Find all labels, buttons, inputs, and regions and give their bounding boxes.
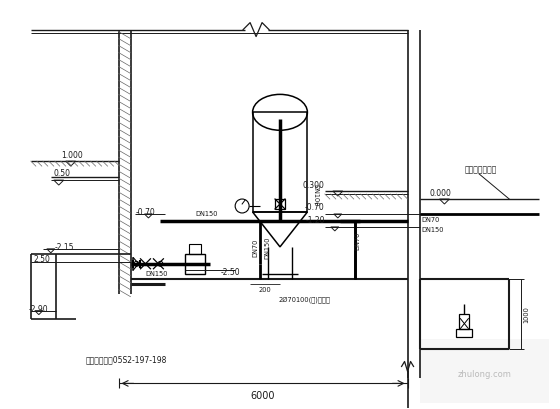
Text: -0.70: -0.70 [136, 208, 156, 217]
Text: 0.300: 0.300 [303, 180, 325, 189]
Text: DN100: DN100 [312, 183, 319, 206]
Text: 2Ø70100(层)刷矩管: 2Ø70100(层)刷矩管 [279, 296, 331, 302]
Text: DN70: DN70 [422, 216, 440, 222]
Bar [189, 244, 201, 254]
Text: 0.50: 0.50 [54, 168, 71, 177]
Text: 0.000: 0.000 [430, 188, 451, 197]
Text: 2.50: 2.50 [34, 255, 51, 264]
Text: 1.000: 1.000 [61, 150, 83, 159]
Text: -2.90: -2.90 [28, 304, 48, 313]
Bar [185, 254, 206, 274]
Text: DN150: DN150 [422, 226, 444, 232]
Text: DN150: DN150 [264, 236, 270, 258]
Circle shape [134, 262, 139, 267]
Bar [456, 329, 472, 337]
Text: DN70: DN70 [252, 238, 258, 256]
Text: DN70: DN70 [354, 231, 361, 249]
Bar [419, 339, 549, 403]
Text: zhulong.com: zhulong.com [458, 369, 511, 378]
Text: DN150: DN150 [195, 211, 218, 216]
Text: -1.20: -1.20 [305, 216, 325, 225]
Bar [459, 314, 469, 329]
Text: DN150: DN150 [146, 270, 168, 276]
Circle shape [158, 262, 163, 267]
Bar [275, 200, 285, 209]
Text: 200: 200 [259, 286, 272, 292]
Text: 接室外排水管道: 接室外排水管道 [464, 165, 497, 174]
Text: -2.50: -2.50 [220, 267, 240, 276]
Text: -2.15: -2.15 [54, 243, 74, 252]
Bar [253, 113, 307, 212]
Text: 接入口制作见05S2-197-198: 接入口制作见05S2-197-198 [86, 354, 167, 363]
Text: 1000: 1000 [523, 306, 529, 322]
Text: -0.70: -0.70 [305, 203, 325, 212]
Text: 6000: 6000 [251, 391, 276, 400]
